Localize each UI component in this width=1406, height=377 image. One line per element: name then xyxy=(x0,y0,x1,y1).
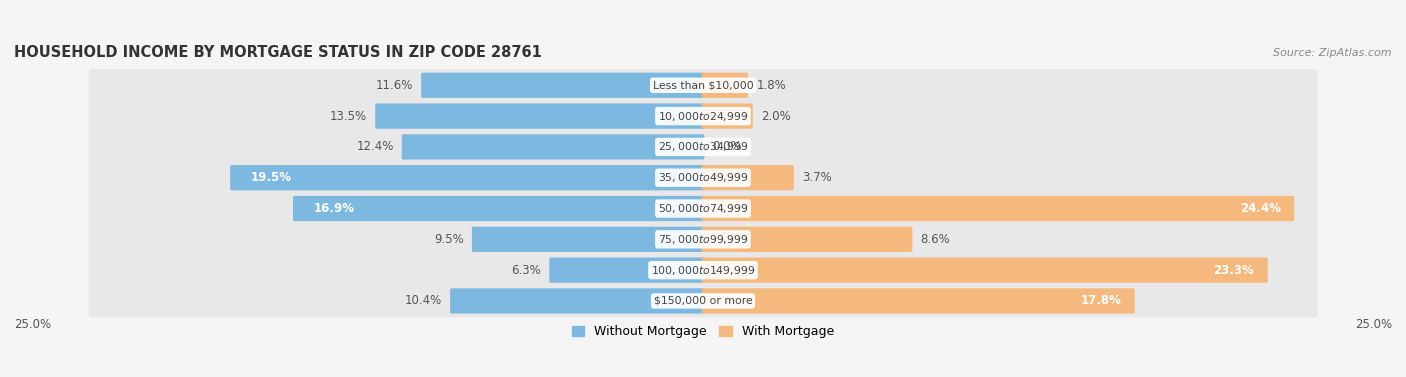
FancyBboxPatch shape xyxy=(422,73,704,98)
FancyBboxPatch shape xyxy=(702,227,912,252)
Text: $150,000 or more: $150,000 or more xyxy=(654,296,752,306)
FancyBboxPatch shape xyxy=(89,100,1317,132)
Text: Less than $10,000: Less than $10,000 xyxy=(652,80,754,90)
FancyBboxPatch shape xyxy=(375,103,704,129)
Text: 12.4%: 12.4% xyxy=(356,140,394,153)
Text: $25,000 to $34,999: $25,000 to $34,999 xyxy=(658,140,748,153)
Text: Source: ZipAtlas.com: Source: ZipAtlas.com xyxy=(1274,48,1392,58)
FancyBboxPatch shape xyxy=(89,192,1317,225)
Text: 6.3%: 6.3% xyxy=(512,264,541,277)
Text: $50,000 to $74,999: $50,000 to $74,999 xyxy=(658,202,748,215)
Text: $75,000 to $99,999: $75,000 to $99,999 xyxy=(658,233,748,246)
Text: HOUSEHOLD INCOME BY MORTGAGE STATUS IN ZIP CODE 28761: HOUSEHOLD INCOME BY MORTGAGE STATUS IN Z… xyxy=(14,46,541,60)
Text: 10.4%: 10.4% xyxy=(405,294,441,308)
FancyBboxPatch shape xyxy=(550,257,704,283)
FancyBboxPatch shape xyxy=(89,69,1317,102)
FancyBboxPatch shape xyxy=(702,257,1268,283)
FancyBboxPatch shape xyxy=(231,165,704,190)
Text: 1.8%: 1.8% xyxy=(756,79,786,92)
Text: $35,000 to $49,999: $35,000 to $49,999 xyxy=(658,171,748,184)
Text: 25.0%: 25.0% xyxy=(1355,317,1392,331)
Text: 9.5%: 9.5% xyxy=(434,233,464,246)
FancyBboxPatch shape xyxy=(702,165,794,190)
Text: 23.3%: 23.3% xyxy=(1213,264,1254,277)
FancyBboxPatch shape xyxy=(89,285,1317,317)
Text: 13.5%: 13.5% xyxy=(330,110,367,123)
Text: $100,000 to $149,999: $100,000 to $149,999 xyxy=(651,264,755,277)
Text: 25.0%: 25.0% xyxy=(14,317,51,331)
Text: 8.6%: 8.6% xyxy=(921,233,950,246)
FancyBboxPatch shape xyxy=(702,288,1135,314)
Text: 17.8%: 17.8% xyxy=(1080,294,1121,308)
FancyBboxPatch shape xyxy=(89,223,1317,256)
Text: $10,000 to $24,999: $10,000 to $24,999 xyxy=(658,110,748,123)
Text: 24.4%: 24.4% xyxy=(1240,202,1281,215)
FancyBboxPatch shape xyxy=(702,196,1295,221)
Text: 2.0%: 2.0% xyxy=(761,110,790,123)
FancyBboxPatch shape xyxy=(89,254,1317,287)
FancyBboxPatch shape xyxy=(89,161,1317,194)
FancyBboxPatch shape xyxy=(702,103,752,129)
Text: 0.0%: 0.0% xyxy=(713,140,742,153)
Text: 3.7%: 3.7% xyxy=(801,171,832,184)
Text: 19.5%: 19.5% xyxy=(250,171,292,184)
FancyBboxPatch shape xyxy=(472,227,704,252)
Text: 11.6%: 11.6% xyxy=(375,79,413,92)
FancyBboxPatch shape xyxy=(450,288,704,314)
FancyBboxPatch shape xyxy=(702,73,748,98)
FancyBboxPatch shape xyxy=(402,134,704,159)
FancyBboxPatch shape xyxy=(292,196,704,221)
FancyBboxPatch shape xyxy=(89,130,1317,163)
Text: 16.9%: 16.9% xyxy=(314,202,354,215)
Legend: Without Mortgage, With Mortgage: Without Mortgage, With Mortgage xyxy=(567,320,839,343)
